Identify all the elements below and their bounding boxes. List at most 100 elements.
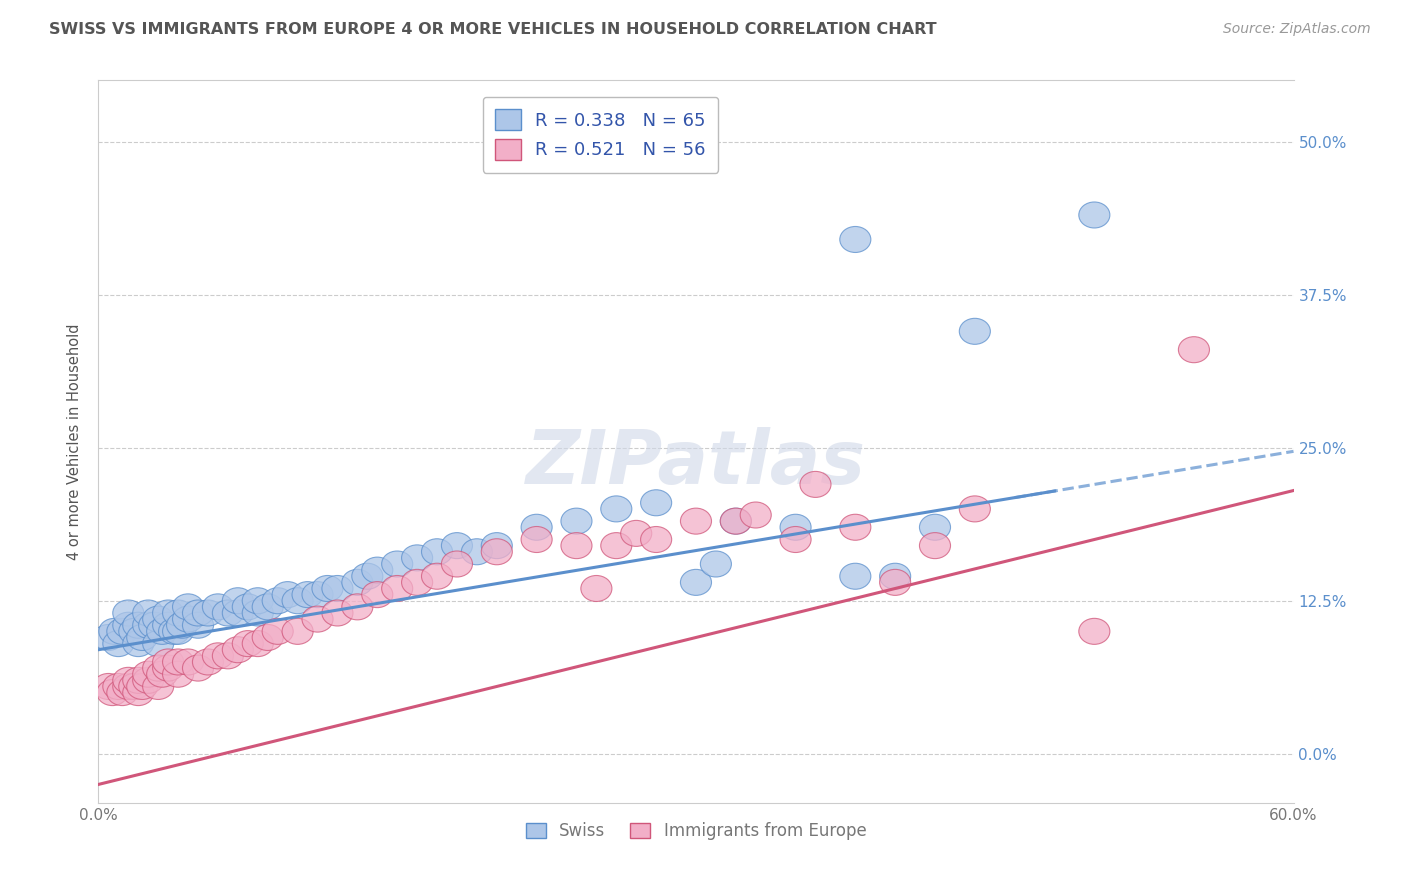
Ellipse shape [163,661,194,687]
Ellipse shape [193,600,224,626]
Ellipse shape [402,569,433,595]
Ellipse shape [561,508,592,534]
Ellipse shape [122,631,153,657]
Ellipse shape [142,673,174,699]
Ellipse shape [163,600,194,626]
Ellipse shape [1078,618,1109,644]
Ellipse shape [780,526,811,552]
Ellipse shape [283,618,314,644]
Ellipse shape [880,563,911,590]
Ellipse shape [107,618,138,644]
Ellipse shape [103,673,134,699]
Ellipse shape [1178,336,1209,363]
Ellipse shape [222,588,253,614]
Ellipse shape [132,661,163,687]
Ellipse shape [681,569,711,595]
Ellipse shape [322,600,353,626]
Ellipse shape [93,624,124,650]
Ellipse shape [481,539,512,565]
Ellipse shape [561,533,592,558]
Ellipse shape [959,318,990,344]
Ellipse shape [159,618,190,644]
Ellipse shape [132,600,163,626]
Ellipse shape [342,594,373,620]
Ellipse shape [322,575,353,601]
Ellipse shape [880,569,911,595]
Ellipse shape [118,673,150,699]
Ellipse shape [166,612,198,639]
Ellipse shape [681,508,711,534]
Ellipse shape [107,680,138,706]
Ellipse shape [142,606,174,632]
Ellipse shape [97,680,128,706]
Ellipse shape [720,508,751,534]
Ellipse shape [112,673,143,699]
Ellipse shape [302,606,333,632]
Ellipse shape [381,575,413,601]
Ellipse shape [600,496,631,522]
Ellipse shape [112,667,143,693]
Ellipse shape [641,526,672,552]
Ellipse shape [839,515,870,541]
Ellipse shape [153,655,184,681]
Ellipse shape [262,588,294,614]
Ellipse shape [118,618,150,644]
Ellipse shape [262,618,294,644]
Ellipse shape [122,612,153,639]
Ellipse shape [202,643,233,669]
Ellipse shape [342,569,373,595]
Ellipse shape [720,508,751,534]
Ellipse shape [98,618,129,644]
Ellipse shape [740,502,772,528]
Ellipse shape [581,575,612,601]
Ellipse shape [132,667,163,693]
Ellipse shape [641,490,672,516]
Ellipse shape [163,618,194,644]
Ellipse shape [422,563,453,590]
Ellipse shape [183,655,214,681]
Ellipse shape [122,680,153,706]
Ellipse shape [252,624,283,650]
Ellipse shape [193,649,224,675]
Ellipse shape [93,673,124,699]
Ellipse shape [132,612,163,639]
Ellipse shape [273,582,304,607]
Ellipse shape [522,526,553,552]
Ellipse shape [1078,202,1109,228]
Ellipse shape [600,533,631,558]
Ellipse shape [153,612,184,639]
Ellipse shape [839,563,870,590]
Ellipse shape [481,533,512,558]
Ellipse shape [361,558,392,583]
Ellipse shape [146,661,177,687]
Ellipse shape [142,655,174,681]
Ellipse shape [700,551,731,577]
Ellipse shape [800,471,831,498]
Ellipse shape [142,631,174,657]
Ellipse shape [222,637,253,663]
Ellipse shape [127,673,157,699]
Ellipse shape [153,600,184,626]
Ellipse shape [173,594,204,620]
Ellipse shape [153,649,184,675]
Ellipse shape [780,515,811,541]
Ellipse shape [312,575,343,601]
Ellipse shape [139,612,170,639]
Ellipse shape [222,600,253,626]
Ellipse shape [959,496,990,522]
Ellipse shape [381,551,413,577]
Text: SWISS VS IMMIGRANTS FROM EUROPE 4 OR MORE VEHICLES IN HOUSEHOLD CORRELATION CHAR: SWISS VS IMMIGRANTS FROM EUROPE 4 OR MOR… [49,22,936,37]
Ellipse shape [352,563,382,590]
Ellipse shape [232,594,263,620]
Ellipse shape [242,588,273,614]
Y-axis label: 4 or more Vehicles in Household: 4 or more Vehicles in Household [67,323,83,560]
Legend: Swiss, Immigrants from Europe: Swiss, Immigrants from Europe [519,815,873,847]
Ellipse shape [461,539,492,565]
Ellipse shape [146,618,177,644]
Ellipse shape [232,631,263,657]
Ellipse shape [422,539,453,565]
Text: ZIPatlas: ZIPatlas [526,426,866,500]
Ellipse shape [212,600,243,626]
Ellipse shape [212,643,243,669]
Ellipse shape [302,582,333,607]
